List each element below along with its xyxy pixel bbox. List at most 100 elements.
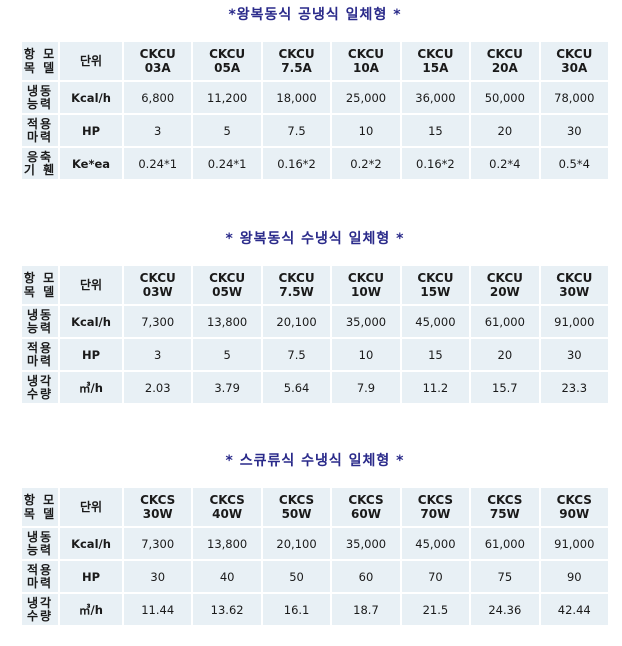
row-label-cell: 응축 기 휀 bbox=[22, 148, 58, 179]
model-name-line: CKCU bbox=[278, 271, 315, 285]
model-name-line: CKCU bbox=[209, 271, 246, 285]
value-cell: 30 bbox=[540, 339, 608, 370]
model-name-line: 15W bbox=[420, 285, 451, 299]
model-name-line: CKCU bbox=[417, 47, 454, 61]
value-cell: 3.79 bbox=[193, 372, 261, 403]
value-cell: 15.7 bbox=[471, 372, 539, 403]
model-name-line: 05W bbox=[212, 285, 243, 299]
model-name-line: CKCS bbox=[140, 493, 176, 507]
header-label-line: 목 델 bbox=[23, 507, 57, 521]
model-name-line: 50W bbox=[281, 507, 312, 521]
row-label-line: 냉동 bbox=[26, 529, 54, 544]
table-row: 적용 마력 HP 3 5 7.5 10 15 20 30 bbox=[22, 115, 608, 146]
value-cell: 35,000 bbox=[332, 528, 400, 559]
model-name-line: 30A bbox=[561, 61, 588, 75]
value-cell: 7.9 bbox=[332, 372, 400, 403]
value-cell: 11,200 bbox=[193, 82, 261, 113]
value-cell: 11.44 bbox=[124, 594, 192, 625]
model-name-line: CKCU bbox=[278, 47, 315, 61]
value-cell: 0.24*1 bbox=[124, 148, 192, 179]
model-name-line: CKCU bbox=[139, 47, 176, 61]
model-name-line: 7.5A bbox=[281, 61, 312, 75]
value-cell: 50,000 bbox=[471, 82, 539, 113]
model-header-cell: CKCU 10W bbox=[332, 266, 400, 304]
model-header-cell: CKCS 90W bbox=[540, 488, 608, 526]
model-name-line: CKCU bbox=[486, 271, 523, 285]
unit-header-cell: 단위 bbox=[60, 266, 122, 304]
value-cell: 50 bbox=[262, 561, 331, 592]
value-cell: 13.62 bbox=[193, 594, 261, 625]
value-cell: 61,000 bbox=[471, 528, 539, 559]
value-cell: 42.44 bbox=[540, 594, 608, 625]
value-cell: 5.64 bbox=[262, 372, 331, 403]
value-cell: 35,000 bbox=[332, 306, 400, 337]
model-header-cell: CKCU 7.5W bbox=[262, 266, 331, 304]
value-cell: 60 bbox=[332, 561, 400, 592]
unit-header-cell: 단위 bbox=[60, 42, 122, 80]
value-cell: 25,000 bbox=[332, 82, 400, 113]
value-cell: 3 bbox=[124, 115, 192, 146]
model-name-line: CKCU bbox=[556, 47, 593, 61]
value-cell: 18,000 bbox=[262, 82, 331, 113]
model-header-cell: CKCU 15W bbox=[401, 266, 470, 304]
value-cell: 91,000 bbox=[540, 528, 608, 559]
value-cell: 45,000 bbox=[401, 306, 470, 337]
model-name-line: 70W bbox=[420, 507, 451, 521]
value-cell: 23.3 bbox=[540, 372, 608, 403]
table-row: 냉각 수량 ㎥/h 2.03 3.79 5.64 7.9 11.2 15.7 23.3 bbox=[22, 372, 608, 403]
value-cell: 30 bbox=[124, 561, 192, 592]
row-label-line: 응축 bbox=[26, 149, 54, 164]
unit-cell: ㎥/h bbox=[60, 594, 122, 625]
value-cell: 20,100 bbox=[262, 528, 331, 559]
spacer bbox=[20, 250, 610, 264]
model-name-line: 30W bbox=[142, 507, 173, 521]
row-label-line: 능력 bbox=[26, 542, 54, 557]
value-cell: 15 bbox=[401, 339, 470, 370]
row-label-cell: 냉각 수량 bbox=[22, 594, 58, 625]
model-name-line: 60W bbox=[351, 507, 381, 521]
value-cell: 75 bbox=[471, 561, 539, 592]
unit-cell: HP bbox=[60, 115, 122, 146]
table-row: 응축 기 휀 Ke*ea 0.24*1 0.24*1 0.16*2 0.2*2 0.16*2 0… bbox=[22, 148, 608, 179]
table-row: 냉동 능력 Kcal/h 6,800 11,200 18,000 25,000 36,000 5… bbox=[22, 82, 608, 113]
value-cell: 11.2 bbox=[401, 372, 470, 403]
value-cell: 20 bbox=[471, 339, 539, 370]
value-cell: 21.5 bbox=[401, 594, 470, 625]
model-name-line: 03W bbox=[142, 285, 173, 299]
model-header-cell: CKCS 50W bbox=[262, 488, 331, 526]
value-cell: 61,000 bbox=[471, 306, 539, 337]
row-label-line: 마력 bbox=[26, 353, 54, 368]
row-label-line: 능력 bbox=[26, 96, 54, 111]
model-name-line: 15A bbox=[422, 61, 449, 75]
model-name-line: CKCS bbox=[487, 493, 523, 507]
model-name-line: CKCS bbox=[348, 493, 384, 507]
value-cell: 78,000 bbox=[540, 82, 608, 113]
value-cell: 0.16*2 bbox=[401, 148, 470, 179]
model-name-line: CKCU bbox=[556, 271, 593, 285]
unit-cell: HP bbox=[60, 561, 122, 592]
table-row: 냉동 능력 Kcal/h 7,300 13,800 20,100 35,000 45,000 6… bbox=[22, 306, 608, 337]
model-name-line: CKCU bbox=[139, 271, 176, 285]
value-cell: 24.36 bbox=[471, 594, 539, 625]
model-name-line: CKCU bbox=[417, 271, 454, 285]
value-cell: 18.7 bbox=[332, 594, 400, 625]
model-name-line: 10A bbox=[352, 61, 379, 75]
table-row: 적용 마력 HP 3 5 7.5 10 15 20 30 bbox=[22, 339, 608, 370]
value-cell: 7,300 bbox=[124, 306, 192, 337]
model-name-line: CKCU bbox=[486, 47, 523, 61]
model-header-cell: CKCU 20W bbox=[471, 266, 539, 304]
model-name-line: CKCS bbox=[209, 493, 245, 507]
value-cell: 90 bbox=[540, 561, 608, 592]
value-cell: 2.03 bbox=[124, 372, 192, 403]
model-name-line: CKCU bbox=[347, 271, 385, 285]
model-header-cell: CKCU 30A bbox=[540, 42, 608, 80]
table-row: 냉각 수량 ㎥/h 11.44 13.62 16.1 18.7 21.5 24.36 42.44 bbox=[22, 594, 608, 625]
value-cell: 7,300 bbox=[124, 528, 192, 559]
unit-cell: Kcal/h bbox=[60, 528, 122, 559]
value-cell: 70 bbox=[401, 561, 470, 592]
value-cell: 30 bbox=[540, 115, 608, 146]
